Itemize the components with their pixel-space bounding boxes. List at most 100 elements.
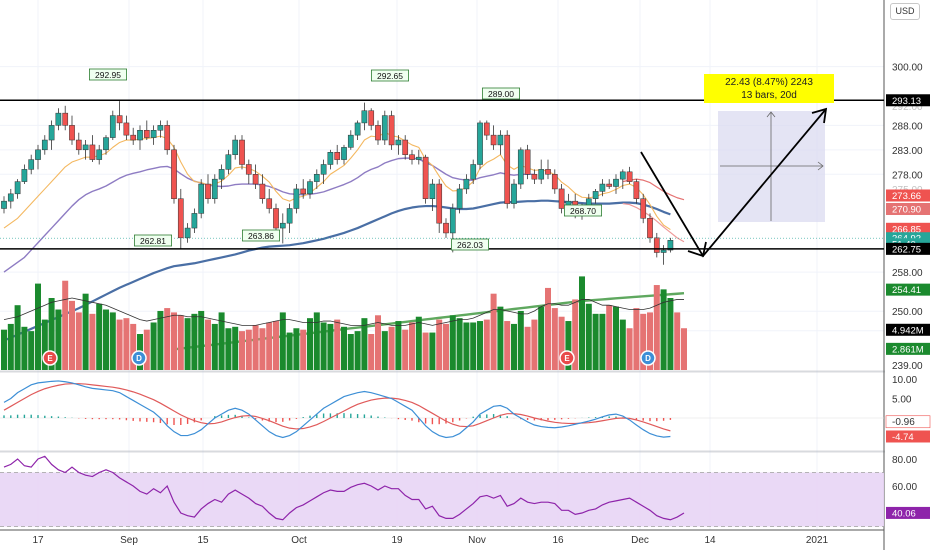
volume-bar — [436, 319, 443, 370]
volume-bar — [252, 325, 259, 370]
volume-bar — [524, 326, 531, 370]
volume-bar — [653, 285, 660, 370]
candle-body — [218, 169, 225, 180]
drawing-overlay: 292.95 292.65 289.00 262.81 263.86 262.03 268.… — [0, 68, 884, 366]
price-axis[interactable]: 300.00288.00283.00278.00258.00250.00246.… — [885, 0, 932, 550]
price-tag — [886, 94, 930, 107]
candle-body — [483, 122, 490, 136]
candle-body — [504, 134, 511, 204]
candle-body — [143, 130, 150, 138]
volume-bar — [245, 329, 252, 370]
volume-bar — [327, 323, 334, 370]
volume-bar — [422, 332, 429, 370]
price-tag-label: 2.861M — [892, 344, 924, 355]
volume-bar — [232, 326, 239, 370]
volume-bar — [7, 323, 14, 370]
candle-body — [402, 139, 409, 155]
price-tick-label: 278.00 — [892, 170, 923, 181]
candle-body — [7, 193, 14, 202]
price-tag-label: 4.942M — [892, 325, 924, 336]
pivot-label: 263.86 — [248, 231, 274, 241]
candle-body — [123, 122, 130, 136]
candle-body — [531, 174, 538, 180]
volume-bar — [463, 322, 470, 370]
candle-body — [28, 159, 35, 170]
candle-body — [273, 208, 279, 229]
candle-body — [327, 152, 334, 165]
currency-button[interactable]: USD — [890, 3, 920, 20]
volume-bar — [239, 331, 245, 370]
event-marker — [131, 350, 147, 366]
macd-tag-label: -4.74 — [892, 432, 914, 443]
volume-bar — [415, 316, 422, 370]
candle-body — [381, 115, 388, 141]
candle-body — [422, 156, 429, 199]
candle-body — [443, 222, 449, 234]
candle-body — [293, 188, 300, 209]
volume-bar — [619, 319, 626, 370]
candle-body — [109, 115, 116, 138]
measure-label-line1: 22.43 (8.47%) 2243 — [725, 77, 813, 88]
volume-bar — [381, 331, 388, 370]
red-ma2-line — [622, 203, 685, 243]
volume-bar — [429, 332, 436, 370]
candle-body — [415, 156, 422, 160]
volume-bar — [273, 321, 279, 370]
candle-body — [103, 137, 109, 151]
rsi-tag — [886, 506, 930, 519]
volume-bar — [388, 326, 395, 370]
date-label: 19 — [391, 535, 403, 546]
volume-bar — [558, 316, 565, 370]
candle-body — [21, 169, 28, 182]
pivot-label-box — [370, 69, 409, 82]
price-axis-bg — [885, 0, 932, 550]
price-tag — [886, 342, 930, 355]
candle-body — [368, 110, 375, 126]
volume-bar — [313, 312, 320, 370]
volume-bar — [409, 322, 415, 370]
price-tag-label: 266.85 — [892, 224, 921, 235]
candle-body — [538, 169, 545, 180]
volume-bar — [225, 328, 232, 370]
ema-short-line — [3, 131, 671, 230]
macd-tag — [885, 415, 931, 429]
candle-body — [116, 115, 123, 124]
event-marker-label: D — [645, 354, 651, 363]
price-tag-label: 254.41 — [892, 285, 921, 296]
candle-body — [75, 139, 82, 151]
candle-body — [259, 183, 266, 199]
candle-body — [409, 154, 415, 160]
candle-body — [157, 125, 164, 131]
price-tag-label: 293.13 — [892, 96, 921, 107]
volume-bar — [334, 319, 341, 370]
volume-bar — [143, 329, 150, 370]
volume-bar — [395, 321, 402, 370]
volume-bar — [320, 322, 327, 370]
pivot-label-box — [89, 68, 128, 81]
volume-bar — [402, 329, 409, 370]
measure-label-line2: 13 bars, 20d — [741, 90, 797, 101]
volume-bar — [538, 306, 545, 370]
date-label: Nov — [468, 535, 486, 546]
date-label: 14 — [704, 535, 716, 546]
candle-body — [307, 181, 313, 195]
volume-bar — [164, 308, 171, 370]
candle-body — [361, 110, 368, 124]
volume-bar — [82, 293, 89, 370]
candle-body — [252, 174, 259, 185]
time-axis[interactable]: 17 Sep 15 Oct 19 Nov 16 Dec 14 2021 — [32, 535, 828, 546]
candle-body — [551, 174, 558, 190]
volume-bar — [286, 332, 293, 370]
candle-body — [626, 171, 633, 182]
volume-bar — [477, 321, 483, 370]
volume-bar — [599, 313, 606, 370]
candle-body — [463, 178, 470, 190]
volume-bar — [55, 309, 62, 370]
candle-body — [191, 213, 198, 229]
price-tag — [886, 222, 930, 235]
rsi-tick-label: 60.00 — [892, 482, 917, 493]
volume-bar — [565, 321, 572, 370]
price-tag — [886, 283, 930, 296]
macd-tag-label: -0.96 — [892, 417, 915, 428]
